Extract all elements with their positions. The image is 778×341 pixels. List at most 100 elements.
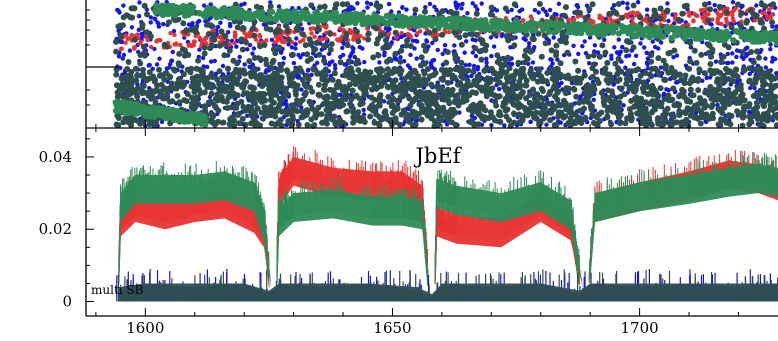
top-point-darkslate xyxy=(125,86,131,92)
top-point-darkslate xyxy=(504,33,510,39)
top-point-darkslate xyxy=(394,104,400,110)
top-point-darkslate xyxy=(350,88,356,94)
top-point-darkslate xyxy=(369,95,375,101)
top-point-red xyxy=(168,31,172,35)
top-point-blue xyxy=(130,25,134,29)
top-point-darkslate xyxy=(456,34,462,40)
top-point-darkslate xyxy=(562,13,568,19)
top-point-darkslate xyxy=(126,119,132,125)
top-point-darkslate xyxy=(698,52,704,58)
top-point-darkslate xyxy=(760,99,766,105)
top-point-darkslate xyxy=(606,80,612,86)
top-point-seagreen xyxy=(161,107,167,113)
top-point-red xyxy=(406,32,410,36)
top-point-darkslate xyxy=(193,100,199,106)
top-point-red xyxy=(130,33,134,37)
top-point-darkslate xyxy=(735,2,741,8)
top-point-darkslate xyxy=(366,31,372,37)
top-point-darkslate xyxy=(305,58,311,64)
top-point-darkslate xyxy=(443,60,449,66)
top-point-darkslate xyxy=(345,42,351,48)
top-point-darkslate xyxy=(243,39,249,45)
top-point-darkslate xyxy=(208,22,214,28)
top-point-darkslate xyxy=(511,120,517,126)
top-point-blue xyxy=(548,8,552,12)
top-point-seagreen xyxy=(291,9,297,15)
top-point-darkslate xyxy=(219,29,225,35)
top-point-darkslate xyxy=(440,105,446,111)
top-point-red xyxy=(724,19,728,23)
top-point-seagreen xyxy=(412,15,418,21)
top-point-darkslate xyxy=(656,72,662,78)
top-point-darkslate xyxy=(707,84,713,90)
top-point-darkslate xyxy=(390,81,396,87)
top-point-darkslate xyxy=(563,90,569,96)
top-point-blue xyxy=(400,5,404,9)
top-point-blue xyxy=(548,57,552,61)
top-point-darkslate xyxy=(479,85,485,91)
top-point-darkslate xyxy=(663,63,669,69)
top-point-seagreen xyxy=(189,111,195,117)
top-point-darkslate xyxy=(367,105,373,111)
top-point-darkslate xyxy=(160,96,166,102)
top-point-darkslate xyxy=(352,75,358,81)
top-point-darkslate xyxy=(599,42,605,48)
top-point-seagreen xyxy=(641,32,647,38)
top-point-red xyxy=(135,33,139,37)
top-point-darkslate xyxy=(235,81,241,87)
top-point-darkslate xyxy=(249,84,255,90)
top-point-darkslate xyxy=(330,77,336,83)
top-point-red xyxy=(387,32,391,36)
top-point-blue xyxy=(294,36,298,40)
top-point-darkslate xyxy=(300,31,306,37)
top-point-blue xyxy=(583,39,587,43)
top-point-seagreen xyxy=(630,33,636,39)
top-point-darkslate xyxy=(585,54,591,60)
top-point-darkslate xyxy=(754,48,760,54)
top-point-darkslate xyxy=(174,93,180,99)
top-point-seagreen xyxy=(745,30,751,36)
top-point-darkslate xyxy=(655,93,661,99)
top-point-darkslate xyxy=(517,71,523,77)
top-point-seagreen xyxy=(568,27,574,33)
top-point-darkslate xyxy=(253,91,259,97)
top-point-darkslate xyxy=(206,31,212,37)
top-point-darkslate xyxy=(142,3,148,9)
top-point-darkslate xyxy=(243,122,249,128)
top-point-blue xyxy=(576,52,580,56)
top-point-darkslate xyxy=(372,120,378,126)
top-point-darkslate xyxy=(649,110,655,116)
top-point-blue xyxy=(763,56,767,60)
top-point-red xyxy=(715,11,719,15)
top-point-blue xyxy=(502,123,506,127)
top-point-darkslate xyxy=(686,107,692,113)
top-point-darkslate xyxy=(177,99,183,105)
top-point-seagreen xyxy=(153,107,159,113)
top-point-darkslate xyxy=(119,87,125,93)
top-point-darkslate xyxy=(637,107,643,113)
top-point-blue xyxy=(398,55,402,59)
top-point-blue xyxy=(520,7,524,11)
top-point-seagreen xyxy=(136,103,142,109)
top-point-darkslate xyxy=(746,114,752,120)
top-point-darkslate xyxy=(754,13,760,19)
top-point-darkslate xyxy=(434,84,440,90)
top-point-darkslate xyxy=(321,43,327,49)
top-point-darkslate xyxy=(308,40,314,46)
top-point-blue xyxy=(432,5,436,9)
top-point-darkslate xyxy=(278,63,284,69)
top-point-darkslate xyxy=(338,83,344,89)
top-point-darkslate xyxy=(648,52,654,58)
top-point-darkslate xyxy=(554,90,560,96)
top-point-darkslate xyxy=(717,70,723,76)
top-point-seagreen xyxy=(453,18,459,24)
top-point-blue xyxy=(365,1,369,5)
top-point-darkslate xyxy=(667,50,673,56)
top-point-darkslate xyxy=(321,58,327,64)
top-point-darkslate xyxy=(624,38,630,44)
top-point-darkslate xyxy=(655,55,661,61)
top-point-seagreen xyxy=(585,24,591,30)
top-point-darkslate xyxy=(769,77,775,83)
top-point-darkslate xyxy=(330,105,336,111)
top-point-darkslate xyxy=(412,97,418,103)
